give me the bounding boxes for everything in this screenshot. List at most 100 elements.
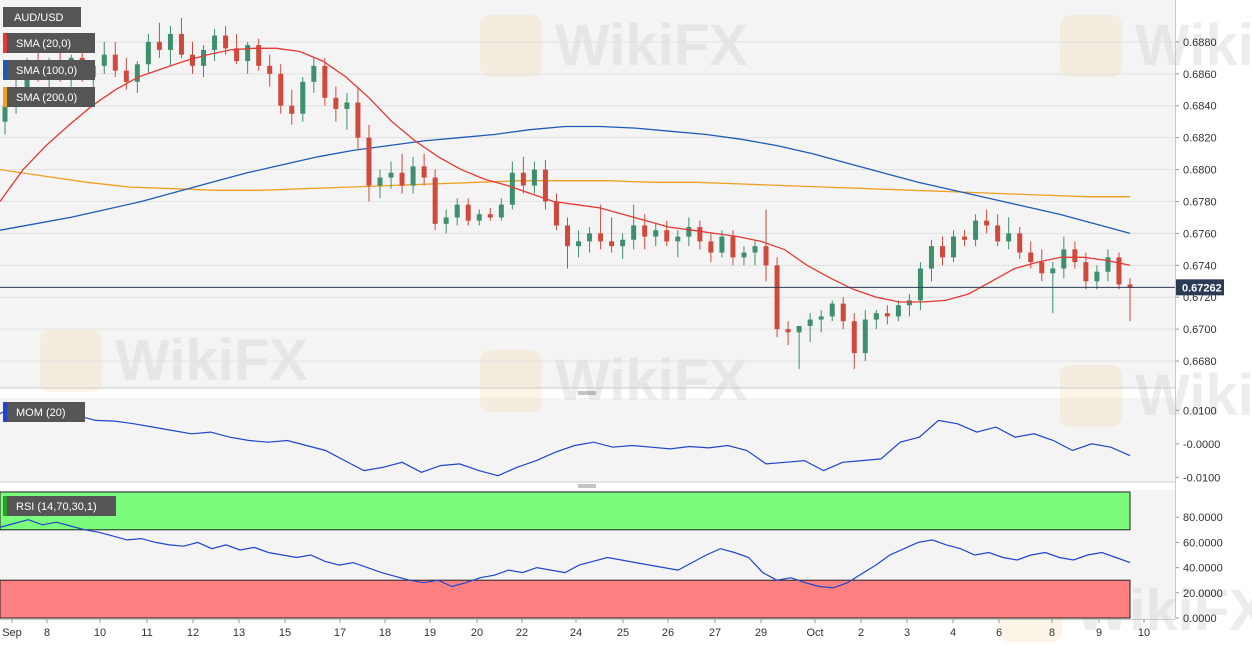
mom-line (0, 403, 1131, 477)
candle-body (664, 230, 670, 242)
candle (962, 230, 968, 247)
watermark-group: WikiFXWikiFXWikiFXWikiFXWikiFXWikiFX (40, 13, 1252, 643)
candle-body (951, 236, 957, 258)
candle-body (454, 204, 460, 218)
candle-body (311, 65, 317, 82)
symbol-tag[interactable]: AUD/USD (3, 7, 81, 27)
price-panel (0, 0, 1175, 388)
candle (1039, 249, 1045, 282)
panel-resize-handle-2[interactable] (578, 484, 596, 488)
candle-body (598, 233, 604, 242)
price-tick-label: 0.6840 (1183, 101, 1217, 113)
candle (388, 161, 394, 189)
price-grid (0, 41, 1175, 362)
candle-body (1017, 233, 1023, 253)
watermark-logo (480, 350, 542, 412)
candle-body (1116, 257, 1122, 285)
candle-body (906, 300, 912, 306)
panel-resize-handle-1[interactable] (578, 391, 596, 395)
candle (840, 297, 846, 330)
sma100-line (0, 125, 1131, 235)
sma100-tag[interactable]: SMA (100,0) (3, 60, 95, 80)
candle (620, 233, 626, 259)
candle-body (498, 204, 504, 218)
candle (267, 54, 273, 87)
candle (928, 239, 934, 282)
candle (995, 214, 1001, 247)
watermark-logo (480, 15, 542, 77)
candle-body (587, 233, 593, 242)
mom-tag[interactable]: MOM (20) (3, 402, 85, 422)
candle (1083, 252, 1089, 290)
price-axis: 0.66800.67000.67200.67400.67600.67800.68… (1175, 37, 1217, 368)
candle (851, 313, 857, 370)
candle-body (1072, 249, 1078, 263)
candle-body (355, 102, 361, 138)
candle-body (631, 225, 637, 240)
candle-body (653, 230, 659, 237)
candle (1094, 265, 1100, 290)
candle (675, 230, 681, 258)
x-tick-label: 11 (141, 627, 152, 639)
current-price-badge: 0.67262 (1176, 279, 1224, 296)
candle-body (344, 102, 350, 109)
sma200-tag[interactable]: SMA (200,0) (3, 87, 95, 107)
candle-body (763, 246, 769, 266)
candle (984, 209, 990, 234)
candle-body (697, 227, 703, 242)
candle-body (565, 225, 570, 247)
watermark-logo (1060, 15, 1122, 77)
mom-axis: 0.0100 -0.0000 -0.0100 (1175, 405, 1220, 484)
candle-body (973, 220, 979, 240)
watermark-text: WikiFX (115, 328, 308, 393)
candle-body (984, 220, 990, 226)
candle (862, 310, 868, 362)
candle (1017, 227, 1023, 259)
candle-body (178, 33, 184, 55)
candle (906, 294, 912, 317)
candle (774, 257, 780, 338)
candle (807, 313, 813, 342)
x-tick-label: 29 (755, 627, 767, 639)
x-tick-label: 25 (617, 627, 629, 639)
current-price-value: 0.67262 (1182, 282, 1222, 294)
candle (245, 41, 251, 74)
candle (895, 300, 901, 322)
candle (741, 246, 747, 266)
candle (565, 217, 570, 269)
rsi-tick-label: 20.0000 (1183, 588, 1223, 600)
x-tick-label: 4 (950, 627, 956, 639)
watermark-text: WikiFX (1135, 13, 1252, 78)
candle (201, 45, 207, 78)
candle-body (322, 65, 328, 98)
candle-body (884, 313, 890, 317)
rsi-tick-label: 0.0000 (1183, 613, 1217, 625)
watermark-logo (1060, 365, 1122, 427)
candle (1127, 278, 1133, 322)
candle-body (223, 35, 229, 49)
candle-body (300, 81, 306, 114)
candle-body (134, 64, 140, 82)
candle-body (686, 227, 692, 237)
rsi-oversold-zone (0, 579, 1131, 619)
rsi-tick-label: 40.0000 (1183, 563, 1223, 575)
candle (178, 17, 184, 58)
candle-body (245, 45, 251, 62)
price-tick-label: 0.6860 (1183, 69, 1217, 81)
candle (190, 41, 195, 74)
sma20-tag[interactable]: SMA (20,0) (3, 33, 95, 53)
candle (443, 209, 449, 234)
candle-body (609, 241, 615, 247)
rsi-tag[interactable]: RSI (14,70,30,1) (3, 496, 116, 516)
candle-body (719, 236, 725, 253)
candle-body (818, 316, 824, 320)
candle (1116, 252, 1122, 290)
candle-body (542, 169, 548, 202)
candle (785, 321, 791, 346)
candle-body (509, 172, 515, 205)
x-tick-label: 26 (662, 627, 674, 639)
mom-tick-label: -0.0000 (1183, 439, 1220, 451)
candle-body (465, 204, 471, 221)
price-tick-label: 0.6820 (1183, 133, 1217, 145)
price-tick-label: 0.6800 (1183, 165, 1217, 177)
